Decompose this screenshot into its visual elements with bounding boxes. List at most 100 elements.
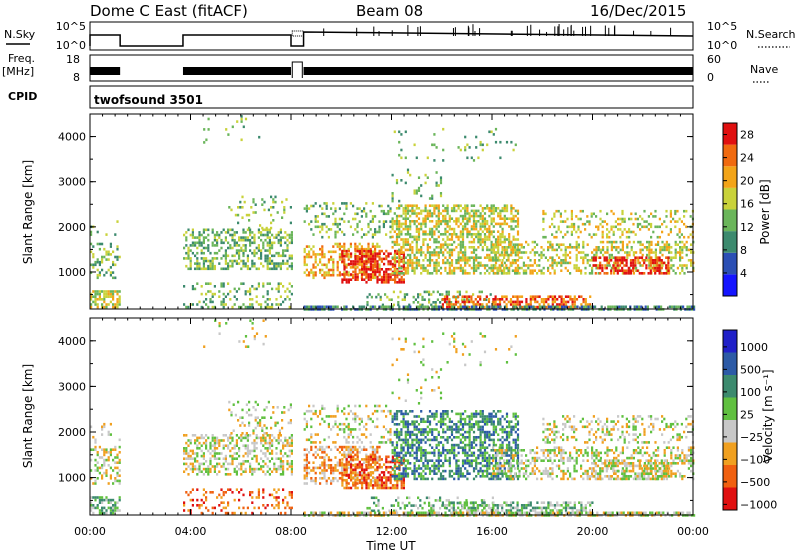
range-gate-cell [512,148,515,152]
range-gate-cell [360,271,363,274]
range-gate-cell [406,261,410,265]
range-gate-cell [323,474,326,477]
range-gate-cell [224,251,227,255]
range-gate-cell [218,457,221,460]
range-gate-cell [643,261,646,265]
range-gate-cell [398,214,401,218]
range-gate-cell [369,247,372,251]
range-gate-cell [448,233,451,236]
range-gate-cell [586,220,589,223]
range-gate-cell [310,469,313,472]
range-gate-cell [415,248,418,252]
range-gate-cell [371,273,374,277]
range-gate-cell [497,207,500,210]
range-gate-cell [107,268,110,272]
range-gate-cell [509,300,513,304]
range-gate-cell [499,240,502,244]
range-gate-cell [369,220,372,223]
range-gate-cell [459,243,462,246]
range-gate-cell [336,479,339,483]
range-gate-cell [347,220,350,223]
range-gate-cell [374,484,377,487]
range-gate-cell [553,215,556,218]
range-gate-cell [538,269,541,272]
range-gate-cell [312,412,315,416]
range-gate-cell [323,461,326,464]
range-gate-cell [213,285,216,288]
range-gate-cell [592,212,595,216]
range-gate-cell [286,287,289,291]
range-gate-cell [218,295,221,298]
range-gate-cell [415,235,418,239]
range-gate-cell [420,253,423,257]
range-gate-cell [308,273,311,277]
range-gate-cell [256,416,259,419]
range-gate-cell [107,253,110,256]
range-gate-cell [203,141,206,144]
range-gate-cell [310,204,313,208]
range-gate-cell [200,434,203,437]
range-gate-cell [242,454,245,458]
range-gate-cell [276,421,279,425]
range-gate-cell [441,298,444,301]
range-gate-cell [505,238,509,241]
range-gate-cell [466,230,469,233]
range-gate-cell [273,488,276,491]
range-gate-cell [255,467,258,471]
range-gate-cell [358,247,361,251]
range-gate-cell [105,250,108,254]
range-gate-cell [308,451,311,454]
range-gate-cell [367,255,370,258]
range-gate-cell [577,228,580,231]
range-gate-cell [569,298,572,301]
range-gate-cell [398,140,401,144]
range-gate-cell [411,264,414,267]
range-gate-cell [253,254,256,258]
range-gate-cell [189,233,192,237]
range-gate-cell [490,246,493,249]
range-gate-cell [325,464,328,467]
range-gate-cell [542,253,545,257]
range-gate-cell [316,263,319,267]
range-gate-cell [464,251,467,254]
range-gate-cell [406,209,410,213]
range-gate-cell [352,458,355,462]
range-gate-cell [233,295,236,298]
range-gate-cell [378,249,381,253]
range-gate-cell [505,251,508,254]
range-gate-cell [474,298,477,301]
range-gate-cell [103,298,106,301]
range-gate-cell [525,264,528,267]
range-gate-cell [623,259,626,262]
range-gate-cell [279,439,282,442]
range-gate-cell [468,256,471,259]
range-gate-cell [216,233,219,237]
range-gate-cell [376,451,379,454]
range-gate-cell [393,212,396,215]
range-gate-cell [621,259,624,262]
range-gate-cell [213,439,216,442]
range-gate-cell [253,337,256,341]
range-gate-cell [592,233,595,236]
range-gate-cell [464,146,467,149]
range-gate-cell [251,496,254,499]
range-gate-cell [216,241,219,245]
range-gate-cell [470,235,473,239]
range-gate-cell [492,266,495,270]
range-gate-cell [365,268,368,271]
range-gate-cell [363,478,366,482]
range-gate-cell [380,278,383,281]
range-gate-cell [428,256,432,259]
range-gate-cell [213,441,216,445]
range-gate-cell [505,248,509,252]
range-gate-cell [305,409,308,413]
range-gate-cell [652,264,655,267]
range-gate-cell [505,204,509,207]
range-gate-cell [196,444,199,447]
range-gate-cell [406,230,410,233]
range-gate-cell [650,243,653,246]
range-gate-cell [116,453,119,457]
range-gate-cell [237,400,240,404]
range-gate-cell [349,266,352,269]
range-gate-cell [514,303,517,306]
